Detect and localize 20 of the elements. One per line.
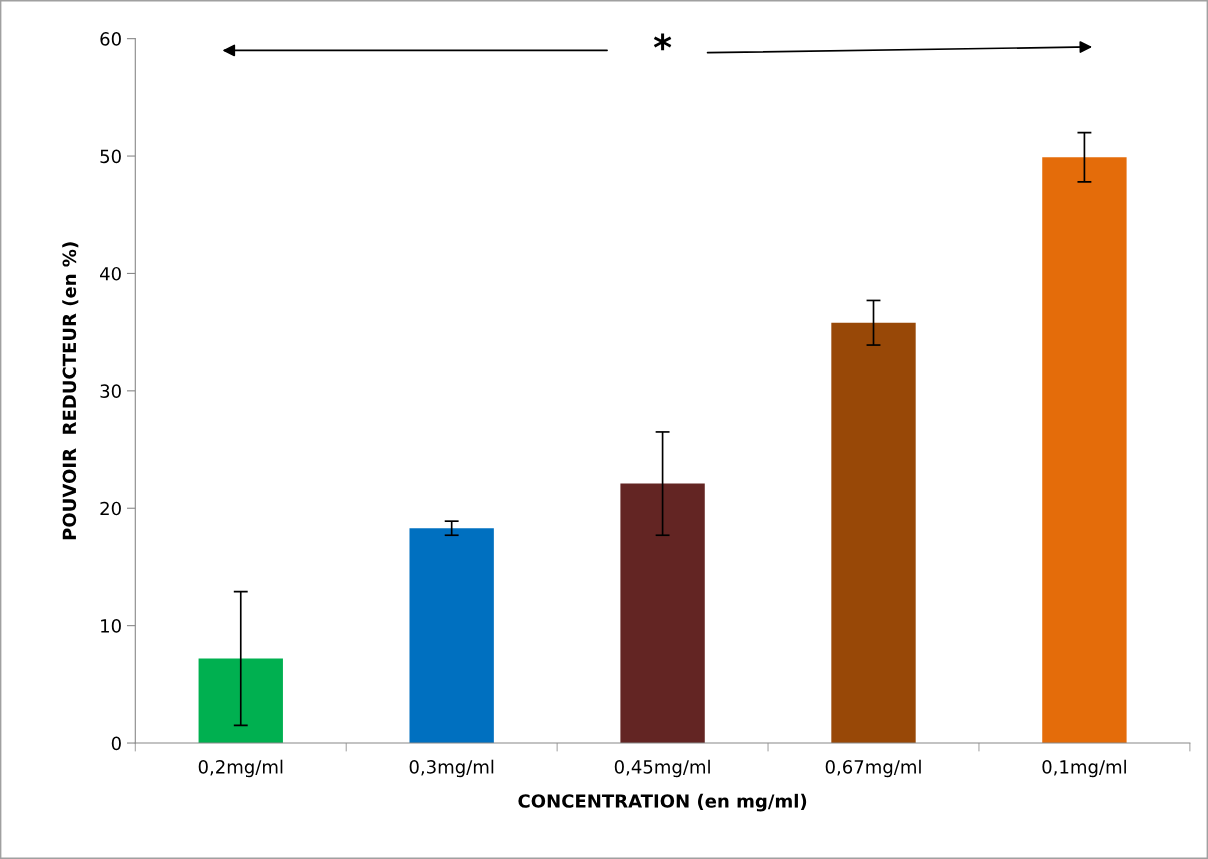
y-tick-label: 0 — [111, 736, 121, 751]
annotation: * — [653, 33, 672, 51]
y-tick-label: 10 — [101, 619, 121, 633]
y-tick-label: 20 — [100, 501, 121, 516]
bar — [198, 658, 283, 744]
x-tick-label: 0,1mg/ml — [1042, 759, 1126, 778]
x-axis-title: CONCENTRATION (en mg/ml) — [518, 793, 807, 812]
y-tick-label: 40 — [100, 266, 121, 281]
bar — [409, 528, 494, 744]
y-tick-label: 50 — [100, 149, 121, 164]
bar — [620, 483, 705, 744]
x-tick-label: 0,67mg/ml — [825, 759, 921, 778]
x-tick-label: 0,3mg/ml — [409, 759, 494, 778]
x-tick-label: 0,45mg/ml — [614, 759, 710, 778]
bar — [831, 322, 916, 744]
y-axis-title: POUVOIR REDUCTEUR (en %) — [62, 242, 79, 540]
x-tick-label: 0,2mg/ml — [198, 759, 283, 778]
y-tick-label: 30 — [100, 384, 121, 398]
y-tick-label: 60 — [100, 32, 121, 46]
bar — [1042, 157, 1127, 744]
